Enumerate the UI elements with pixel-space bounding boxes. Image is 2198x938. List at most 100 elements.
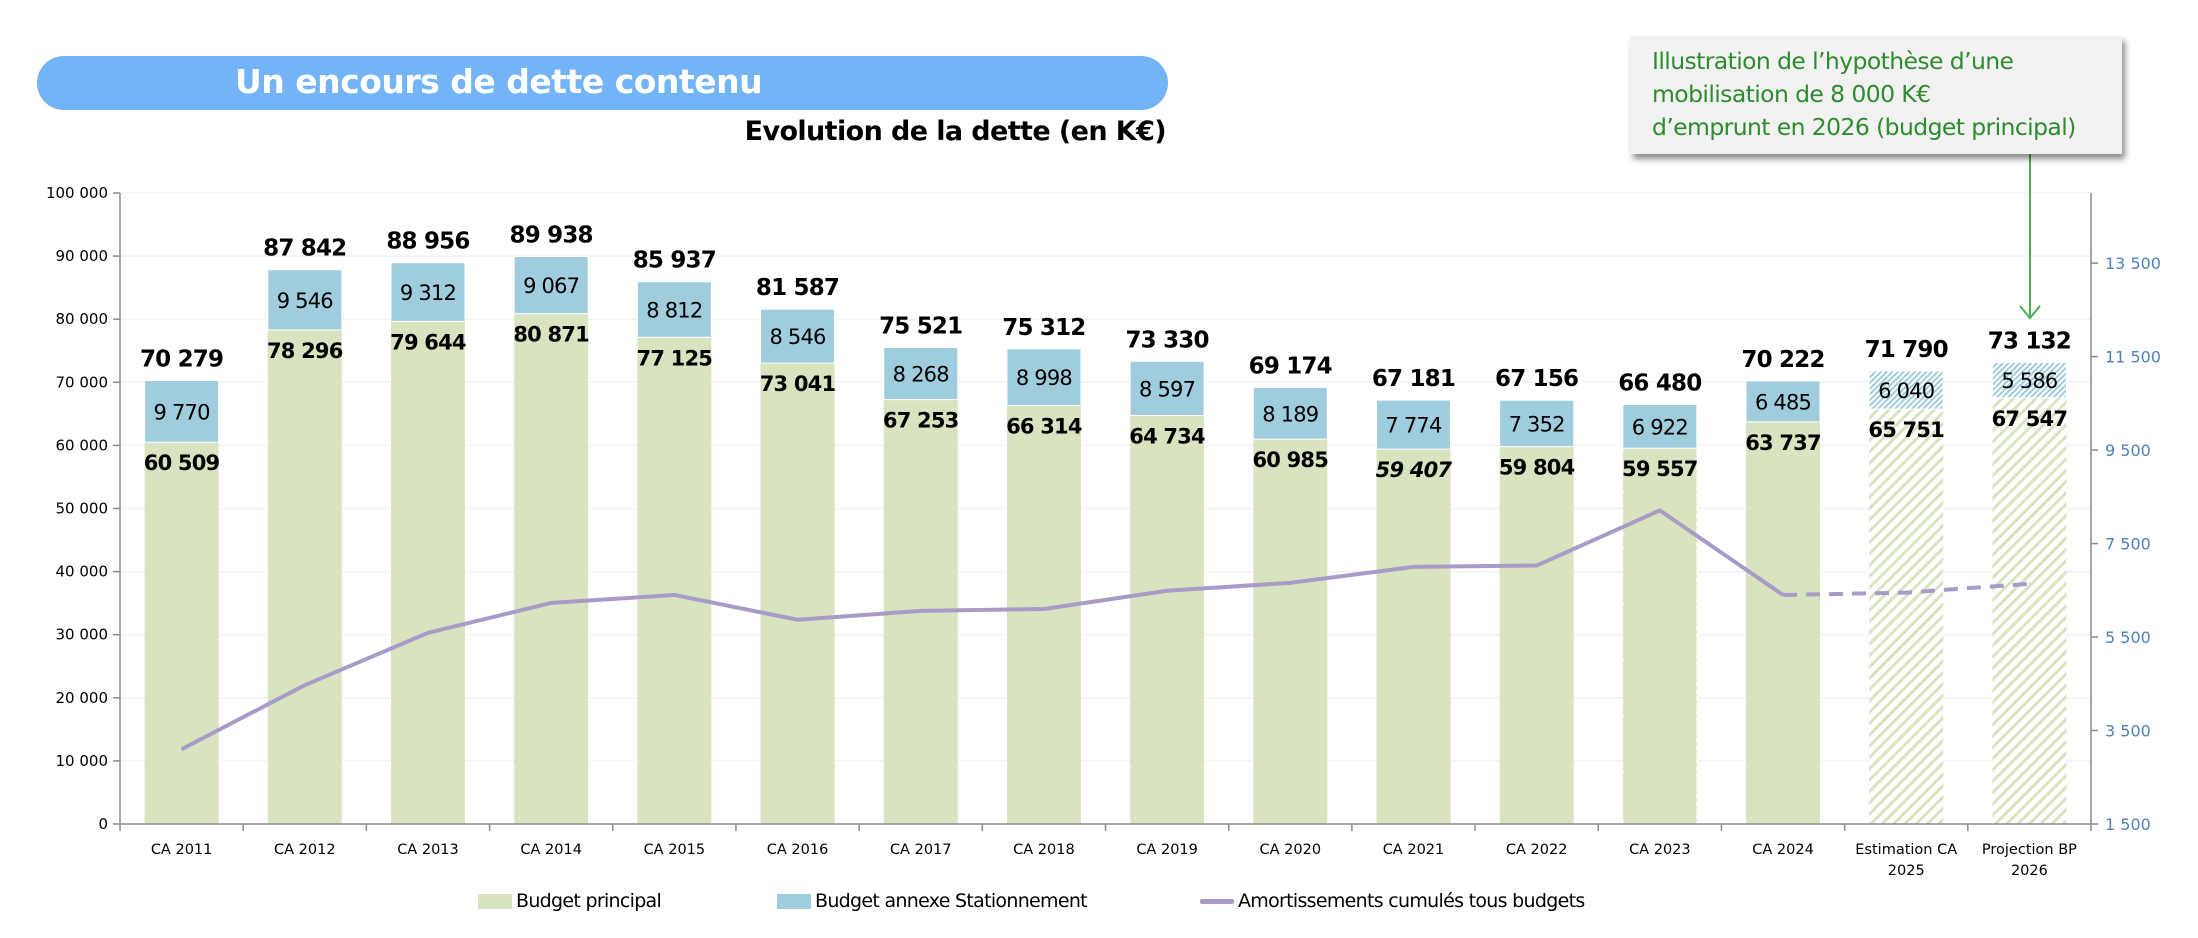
total-label: 88 956 xyxy=(386,229,469,255)
annexe-label: 6 485 xyxy=(1755,390,1811,414)
left-axis-tick-label: 0 xyxy=(98,815,108,833)
total-label: 73 330 xyxy=(1125,327,1208,353)
annexe-label: 8 268 xyxy=(893,363,949,387)
data-labels: 70 279 9 770 60 509 87 842 9 546 78 296 88 956… xyxy=(140,222,2072,482)
bar-principal xyxy=(760,363,835,824)
legend-label: Amortissements cumulés tous budgets xyxy=(1238,890,1585,912)
x-axis-label: CA 2014 xyxy=(520,842,582,858)
right-axis-tick-label: 5 500 xyxy=(2105,628,2151,647)
principal-label: 78 296 xyxy=(267,339,343,363)
x-axis-label: CA 2022 xyxy=(1506,842,1568,858)
total-label: 66 480 xyxy=(1618,371,1701,397)
right-axis-tick-label: 9 500 xyxy=(2105,441,2151,460)
legend-item-annexe: Budget annexe Stationnement xyxy=(777,889,1088,913)
bar-annexe xyxy=(883,346,959,401)
bar-principal xyxy=(1499,446,1574,824)
banner-title: Un encours de dette contenu xyxy=(235,62,763,101)
principal-label: 67 253 xyxy=(883,409,959,433)
amortissements-point xyxy=(797,619,799,621)
amortissements-point xyxy=(2028,583,2030,585)
legend-item-principal: Budget principal xyxy=(478,889,662,913)
bar-annexe xyxy=(144,380,220,443)
bar-annexe xyxy=(1129,360,1205,417)
x-axis-label: CA 2017 xyxy=(890,842,952,858)
principal-label: 64 734 xyxy=(1129,425,1205,449)
left-axis-tick-label: 80 000 xyxy=(56,310,109,328)
bar-annexe xyxy=(1006,348,1082,407)
annexe-label: 8 812 xyxy=(646,299,702,323)
x-axis-label: CA 2023 xyxy=(1629,842,1691,858)
bar-principal xyxy=(144,442,219,824)
annexe-label: 7 352 xyxy=(1509,412,1565,436)
principal-label: 59 804 xyxy=(1499,456,1575,480)
bar-principal xyxy=(390,321,465,824)
right-axis-tick-label: 13 500 xyxy=(2105,254,2161,273)
annexe-label: 6 922 xyxy=(1632,415,1688,439)
amortissements-point xyxy=(920,610,922,612)
total-label: 67 156 xyxy=(1495,366,1578,392)
x-axis-label: CA 2018 xyxy=(1013,842,1075,858)
bar-annexe xyxy=(1499,399,1575,448)
amortissements-point xyxy=(550,602,552,604)
legend-swatch-annexe xyxy=(777,893,811,909)
amortissements-line-solid xyxy=(180,508,1785,751)
bar-annexe xyxy=(267,269,343,331)
principal-label: 79 644 xyxy=(390,330,466,354)
total-label: 75 521 xyxy=(879,313,962,339)
annexe-label: 9 770 xyxy=(154,400,210,424)
left-axis-tick-label: 40 000 xyxy=(56,563,109,581)
annexe-label: 9 546 xyxy=(277,289,334,313)
bar-annexe xyxy=(1991,362,2067,399)
callout-arrow xyxy=(2019,154,2041,320)
total-label: 69 174 xyxy=(1249,354,1332,380)
principal-label: 66 314 xyxy=(1006,415,1082,439)
left-axis-tick-label: 10 000 xyxy=(56,752,109,770)
bar-annexe xyxy=(390,262,466,322)
principal-label: 59 557 xyxy=(1622,457,1698,481)
bar-annexe xyxy=(1868,370,1944,410)
left-axis-tick-label: 70 000 xyxy=(56,373,109,391)
bar-annexe xyxy=(513,255,589,315)
amortissements-point xyxy=(1412,566,1414,568)
amortissements-point xyxy=(673,594,675,596)
title-banner: Un encours de dette contenu xyxy=(37,56,1168,110)
amortissements-point xyxy=(1289,582,1291,584)
annexe-label: 8 546 xyxy=(769,325,826,349)
callout-text: Illustration de l’hypothèse d’une mobili… xyxy=(1652,47,2076,141)
bar-annexe xyxy=(1745,380,1821,423)
total-label: 81 587 xyxy=(756,275,839,301)
amortissements-point xyxy=(181,748,183,750)
x-axis-label: CA 2019 xyxy=(1136,842,1198,858)
bar-principal xyxy=(1006,405,1081,824)
bar-principal xyxy=(1992,397,2067,824)
bar-principal xyxy=(267,329,342,824)
x-axis-label: 2025 xyxy=(1888,863,1925,879)
bar-annexe xyxy=(760,308,836,364)
amortissements-point xyxy=(427,632,429,634)
amortissements-point xyxy=(1166,590,1168,592)
right-axis-tick-label: 3 500 xyxy=(2105,722,2151,741)
total-label: 75 312 xyxy=(1002,315,1085,341)
bars xyxy=(144,255,2067,825)
annexe-label: 9 067 xyxy=(523,274,579,298)
x-axis-label: CA 2011 xyxy=(151,842,213,858)
amortissements-point xyxy=(1536,565,1538,567)
annexe-label: 9 312 xyxy=(400,281,456,305)
left-axis-tick-label: 90 000 xyxy=(56,247,109,265)
principal-label: 59 407 xyxy=(1376,458,1453,482)
bar-annexe xyxy=(1252,387,1328,440)
x-axis-label: CA 2013 xyxy=(397,842,459,858)
x-axis-label: CA 2020 xyxy=(1260,842,1322,858)
axes: 0 10 000 20 000 30 000 40 000 50 000 60 000 70 … xyxy=(46,184,2161,879)
x-axis-label: CA 2012 xyxy=(274,842,336,858)
annexe-label: 5 586 xyxy=(2001,369,2058,393)
amortissements-point xyxy=(1659,509,1661,511)
x-axis-label: Projection BP xyxy=(1982,842,2077,858)
hypothesis-callout: Illustration de l’hypothèse d’une mobili… xyxy=(1630,36,2122,154)
annexe-label: 8 189 xyxy=(1262,402,1318,426)
principal-label: 77 125 xyxy=(637,346,713,370)
amortissements-line xyxy=(180,508,2030,751)
bar-principal xyxy=(637,337,712,824)
bar-principal xyxy=(1376,449,1451,824)
